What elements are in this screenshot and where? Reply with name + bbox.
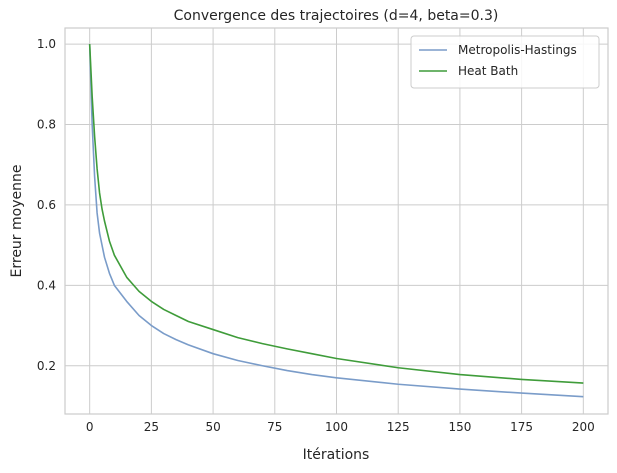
tick-labels: 0 25 50 75 100 125 150 175 200 0.2 0.4 0.6 0.8 1.0 [37,37,595,434]
x-tick-label: 50 [205,420,220,434]
x-tick-label: 200 [572,420,595,434]
legend-label-0: Metropolis-Hastings [458,43,577,57]
x-tick-label: 0 [86,420,94,434]
chart-title: Convergence des trajectoires (d=4, beta=… [174,8,499,24]
x-tick-label: 75 [267,420,282,434]
plot-frame [64,27,609,415]
y-axis-label: Erreur moyenne [9,165,25,278]
x-tick-label: 150 [448,420,471,434]
x-axis-label: Itérations [303,447,370,463]
y-tick-label: 0.2 [37,359,56,373]
y-tick-label: 0.6 [37,198,56,212]
y-tick-label: 0.8 [37,118,56,132]
legend-label-1: Heat Bath [458,64,518,78]
legend-box [410,35,600,89]
series-lines [88,44,584,398]
y-tick-label: 1.0 [37,37,56,51]
x-tick-label: 125 [387,420,410,434]
y-tick-label: 0.4 [37,278,56,292]
x-tick-label: 100 [325,420,348,434]
series-line-1 [88,44,584,384]
legend: Metropolis-Hastings Heat Bath [410,35,600,89]
x-tick-label: 25 [144,420,159,434]
series-line-0 [88,44,584,398]
x-tick-label: 175 [510,420,533,434]
